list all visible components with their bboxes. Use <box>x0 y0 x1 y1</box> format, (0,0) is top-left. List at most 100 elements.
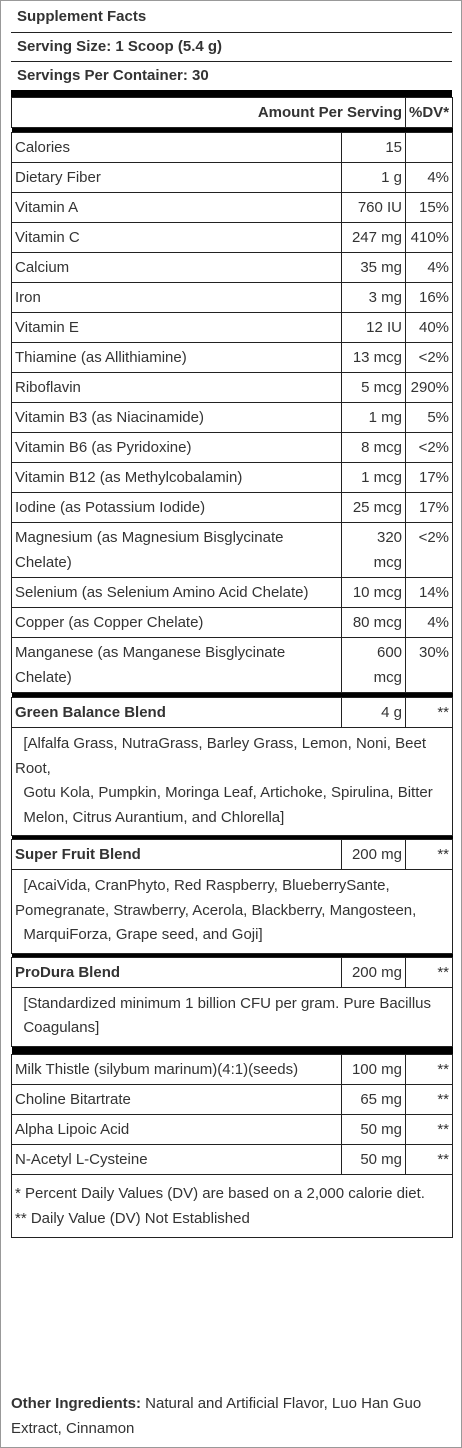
blend-ingredients-row: [Standardized minimum 1 billion CFU per … <box>10 986 454 1047</box>
footnotes: * Percent Daily Values (DV) are based on… <box>10 1173 454 1238</box>
nutrient-name: Vitamin A <box>11 192 342 223</box>
nutrient-row: Copper (as Copper Chelate) 80 mcg 4% <box>11 607 454 638</box>
blend-ingredient-line: Gotu Kola, Pumpkin, Moringa Leaf, Artich… <box>15 784 433 801</box>
nutrient-row: Calories 15 <box>11 132 454 163</box>
nutrient-row: Vitamin B12 (as Methylcobalamin) 1 mcg 17% <box>11 462 454 493</box>
nutrient-name: Iron <box>11 282 342 313</box>
amount-per-serving: 15 <box>340 132 407 163</box>
not-established-footnote: ** Daily Value (DV) Not Established <box>15 1209 250 1227</box>
other-ingredients-label: Other Ingredients: <box>11 1395 142 1412</box>
servings-per-container: Servings Per Container: 30 <box>17 67 209 84</box>
daily-value-percent: 16% <box>405 282 454 313</box>
nutrient-row: Manganese (as Manganese Bisglycinate Che… <box>11 637 454 693</box>
daily-value-percent: ** <box>405 1143 454 1175</box>
amount-per-serving: 13 mcg <box>340 342 407 373</box>
amount-per-serving: 200 mg <box>340 839 407 870</box>
nutrient-row: Magnesium (as Magnesium Bisglycinate Che… <box>11 522 454 578</box>
amount-per-serving: 247 mg <box>340 222 407 253</box>
nutrient-row: Vitamin B6 (as Pyridoxine) 8 mcg <2% <box>11 432 454 463</box>
amount-header-row: Amount Per Serving %DV* <box>10 97 454 128</box>
daily-value-percent: 4% <box>405 607 454 638</box>
thick-divider <box>11 1046 453 1054</box>
nutrient-name: Manganese (as Manganese Bisglycinate Che… <box>11 637 342 693</box>
amount-per-serving: 100 mg <box>340 1053 407 1085</box>
amount-per-serving: 1 mcg <box>340 462 407 493</box>
amount-per-serving: 760 IU <box>340 192 407 223</box>
daily-value-percent: 30% <box>405 637 454 693</box>
blend-ingredient-line: [Alfalfa Grass, NutraGrass, Barley Grass… <box>15 735 431 777</box>
blend-ingredients-row: [Alfalfa Grass, NutraGrass, Barley Grass… <box>10 727 454 836</box>
blend-ingredient-line: Melon, Citrus Aurantium, and Chlorella] <box>15 808 285 826</box>
blend-ingredients: [Standardized minimum 1 billion CFU per … <box>10 986 454 1047</box>
amount-per-serving: 600 mcg <box>340 637 407 693</box>
daily-value-percent: 17% <box>405 492 454 523</box>
nutrient-name: Copper (as Copper Chelate) <box>11 607 342 638</box>
other-ingredients-text: Natural and Artificial Flavor, Luo Han G… <box>11 1395 422 1437</box>
daily-value-percent <box>405 132 454 163</box>
nutrient-row: Vitamin C 247 mg 410% <box>11 222 454 253</box>
nutrient-row: Vitamin E 12 IU 40% <box>11 312 454 343</box>
blend-ingredients: [Alfalfa Grass, NutraGrass, Barley Grass… <box>10 727 454 836</box>
nutrient-name: Calcium <box>11 252 342 283</box>
blend-ingredient-line: [AcaiVida, CranPhyto, Red Raspberry, Blu… <box>15 877 417 919</box>
blend-ingredient-line: Coagulans] <box>15 1019 100 1036</box>
daily-value-percent: <2% <box>405 432 454 463</box>
blend-ingredients-row: [AcaiVida, CranPhyto, Red Raspberry, Blu… <box>10 869 454 954</box>
nutrient-name: Riboflavin <box>11 372 342 403</box>
amount-per-serving: 65 mg <box>340 1083 407 1115</box>
daily-value-percent: 4% <box>405 252 454 283</box>
amount-header-label: Amount Per Serving <box>10 97 407 128</box>
amount-per-serving: 50 mg <box>340 1113 407 1145</box>
nutrient-row: Alpha Lipoic Acid 50 mg ** <box>11 1113 454 1145</box>
daily-value-percent: ** <box>405 956 454 988</box>
blend-ingredient-line: MarquiForza, Grape seed, and Goji] <box>15 926 263 943</box>
daily-value-percent: 4% <box>405 162 454 193</box>
nutrient-name: Vitamin C <box>11 222 342 253</box>
footnotes-row: * Percent Daily Values (DV) are based on… <box>10 1173 454 1238</box>
amount-per-serving: 35 mg <box>340 252 407 283</box>
dv-footnote: * Percent Daily Values (DV) are based on… <box>15 1184 425 1202</box>
amount-per-serving: 80 mcg <box>340 607 407 638</box>
amount-per-serving: 8 mcg <box>340 432 407 463</box>
thick-divider <box>11 90 452 97</box>
nutrient-row: Thiamine (as Allithiamine) 13 mcg <2% <box>11 342 454 373</box>
nutrient-row: Vitamin A 760 IU 15% <box>11 192 454 223</box>
other-ingredients: Other Ingredients: Natural and Artificia… <box>11 1391 452 1441</box>
blend-name: Green Balance Blend <box>11 697 342 728</box>
nutrient-row: Calcium 35 mg 4% <box>11 252 454 283</box>
serving-size: Serving Size: 1 Scoop (5.4 g) <box>11 33 452 62</box>
blend-name: Super Fruit Blend <box>11 839 342 870</box>
nutrient-table: Amount Per Serving %DV* Calories 15 Dietar… <box>10 97 454 1238</box>
nutrient-row: Dietary Fiber 1 g 4% <box>11 162 454 193</box>
amount-per-serving: 4 g <box>340 697 407 728</box>
nutrient-name: Milk Thistle (silybum marinum)(4:1)(seed… <box>11 1053 342 1085</box>
supplement-facts-table: Supplement Facts Serving Size: 1 Scoop (… <box>10 1 454 1238</box>
daily-value-percent: ** <box>405 1113 454 1145</box>
nutrient-name: Vitamin B6 (as Pyridoxine) <box>11 432 342 463</box>
blend-ingredients: [AcaiVida, CranPhyto, Red Raspberry, Blu… <box>10 869 454 954</box>
thin-divider <box>11 953 453 957</box>
nutrient-row: N-Acetyl L-Cysteine 50 mg ** <box>11 1143 454 1175</box>
nutrient-row: Riboflavin 5 mcg 290% <box>11 372 454 403</box>
nutrient-name: Dietary Fiber <box>11 162 342 193</box>
nutrient-row: Selenium (as Selenium Amino Acid Chelate… <box>11 577 454 608</box>
daily-value-percent: ** <box>405 1083 454 1115</box>
thin-divider <box>11 835 453 840</box>
blend-row: Green Balance Blend 4 g ** <box>11 697 454 728</box>
daily-value-percent: ** <box>405 839 454 870</box>
nutrient-name: Iodine (as Potassium Iodide) <box>11 492 342 523</box>
amount-per-serving: 200 mg <box>340 956 407 988</box>
nutrient-name: Selenium (as Selenium Amino Acid Chelate… <box>11 577 342 608</box>
nutrient-row: Iron 3 mg 16% <box>11 282 454 313</box>
nutrient-name: Magnesium (as Magnesium Bisglycinate Che… <box>11 522 342 578</box>
nutrient-name: Vitamin B12 (as Methylcobalamin) <box>11 462 342 493</box>
amount-per-serving: 320 mcg <box>340 522 407 578</box>
nutrient-row: Iodine (as Potassium Iodide) 25 mcg 17% <box>11 492 454 523</box>
nutrient-name: N-Acetyl L-Cysteine <box>11 1143 342 1175</box>
amount-per-serving: 3 mg <box>340 282 407 313</box>
nutrient-name: Choline Bitartrate <box>11 1083 342 1115</box>
blend-name: ProDura Blend <box>11 956 342 988</box>
daily-value-percent: ** <box>405 1053 454 1085</box>
daily-value-percent: 14% <box>405 577 454 608</box>
